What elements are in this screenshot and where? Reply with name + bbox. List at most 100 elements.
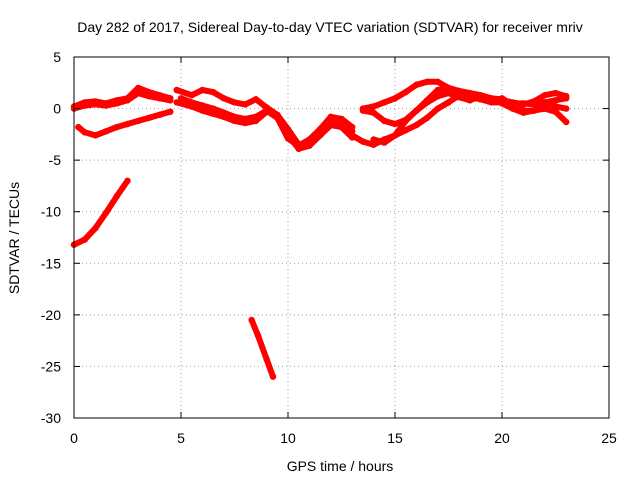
- x-axis-label: GPS time / hours: [287, 458, 394, 474]
- data-point-track-i: [381, 139, 388, 146]
- data-point-track-e1: [188, 92, 195, 99]
- y-tick-label: -15: [41, 255, 61, 271]
- data-point-track-f: [413, 121, 420, 129]
- x-tick-label: 0: [70, 430, 78, 446]
- data-point-track-j: [563, 118, 570, 126]
- data-point-track-f: [359, 138, 367, 145]
- data-point-track-b: [75, 123, 82, 131]
- data-point-track-a-lower: [81, 102, 88, 109]
- data-point-track-k: [530, 98, 538, 105]
- data-point-track-l: [563, 105, 570, 112]
- data-point-track-g: [370, 109, 377, 116]
- data-point-track-e3: [338, 115, 345, 123]
- data-point-track-e2: [306, 142, 313, 149]
- data-point-track-e1: [220, 95, 227, 102]
- series-line-track-c: [71, 177, 131, 248]
- data-point-track-e3: [316, 126, 324, 133]
- series-line-track-b: [75, 108, 174, 139]
- data-point-track-k: [563, 93, 570, 100]
- data-point-track-f: [434, 105, 441, 112]
- data-point-track-a-lower: [145, 93, 153, 100]
- data-point-track-e3: [306, 136, 313, 143]
- data-point-track-f: [370, 141, 377, 148]
- data-point-track-b: [81, 129, 88, 136]
- data-point-track-i: [402, 117, 409, 125]
- plot-frame: [73, 56, 610, 419]
- data-point-track-e3: [220, 109, 227, 116]
- data-point-track-e1: [252, 96, 260, 103]
- y-axis-label: SDTVAR / TECUs: [6, 182, 22, 294]
- data-point-track-e2: [338, 123, 345, 131]
- data-point-track-b: [113, 123, 121, 131]
- data-point-track-a-upper: [135, 84, 142, 92]
- data-point-track-a-lower: [135, 89, 142, 97]
- x-tick-label: 5: [177, 430, 185, 446]
- data-point-track-g: [381, 117, 388, 125]
- data-point-track-e3: [274, 114, 281, 122]
- ticks: 0 5 10 15 20 25 -30 -25 -20 -15 -10 -5 0 5: [41, 49, 617, 446]
- data-point-track-a-lower: [92, 101, 99, 108]
- data-point-track-k: [520, 101, 527, 108]
- data-point-track-h: [423, 78, 431, 86]
- series-line-track-d: [248, 317, 276, 380]
- y-tick-label: 5: [53, 49, 61, 65]
- data-point-track-e3: [177, 95, 185, 102]
- data-point-track-f: [445, 99, 452, 106]
- data-point-track-e3: [252, 113, 260, 121]
- x-tick-label: 10: [280, 430, 296, 446]
- data-point-track-i: [466, 89, 474, 97]
- data-point-track-e3: [284, 135, 292, 142]
- y-tick-label: -25: [41, 358, 61, 374]
- data-point-track-c: [113, 193, 121, 200]
- data-point-track-h: [402, 88, 409, 96]
- data-point-track-i: [370, 136, 377, 143]
- series-line-track-a-lower: [71, 90, 174, 112]
- chart-title: Day 282 of 2017, Sidereal Day-to-day VTE…: [77, 19, 582, 35]
- data-point-track-c: [92, 225, 99, 232]
- data-point-track-e1: [173, 86, 180, 94]
- x-tick-label: 25: [601, 430, 617, 446]
- data-point-track-f: [402, 127, 409, 134]
- data-point-track-b: [124, 120, 131, 128]
- data-point-track-a-lower: [113, 100, 121, 107]
- y-tick-label: -10: [41, 204, 61, 220]
- data-point-track-i: [413, 107, 420, 114]
- data-point-track-d: [254, 332, 262, 339]
- data-point-track-b: [135, 117, 142, 125]
- data-point-track-l: [509, 105, 516, 112]
- data-point-track-e2: [327, 121, 334, 129]
- data-point-track-i: [391, 132, 399, 139]
- y-tick-label: 0: [53, 101, 61, 117]
- y-tick-label: -5: [49, 152, 62, 168]
- data-point-track-b: [167, 108, 174, 115]
- data-point-track-e3: [295, 142, 302, 149]
- x-tick-label: 20: [494, 430, 510, 446]
- data-point-track-e1: [231, 99, 238, 106]
- data-point-track-e3: [199, 102, 206, 109]
- data-point-track-e1: [242, 101, 249, 108]
- data-point-track-c: [102, 209, 110, 216]
- data-point-track-e3: [209, 105, 217, 112]
- data-point-track-d: [263, 356, 270, 363]
- data-point-track-h: [434, 78, 441, 86]
- data-point-track-h: [391, 95, 399, 102]
- data-point-track-a-lower: [167, 97, 174, 104]
- data-point-track-k: [509, 99, 516, 106]
- data-point-track-i: [456, 87, 463, 95]
- data-point-track-e3: [242, 115, 249, 123]
- data-point-track-e1: [209, 88, 217, 96]
- y-tick-label: -30: [41, 410, 61, 426]
- data-point-track-i: [477, 92, 484, 99]
- data-point-track-f: [349, 132, 356, 139]
- data-point-track-h: [381, 99, 388, 106]
- data-point-track-e2: [173, 99, 180, 106]
- data-point-track-i: [445, 84, 452, 92]
- data-point-track-d: [248, 316, 255, 324]
- data-point-track-f: [423, 114, 431, 122]
- data-point-track-e3: [349, 123, 356, 131]
- data-point-track-b: [145, 114, 153, 122]
- data-point-track-g: [391, 120, 399, 128]
- y-tick-label: -20: [41, 307, 61, 323]
- data-point-track-i: [434, 86, 441, 94]
